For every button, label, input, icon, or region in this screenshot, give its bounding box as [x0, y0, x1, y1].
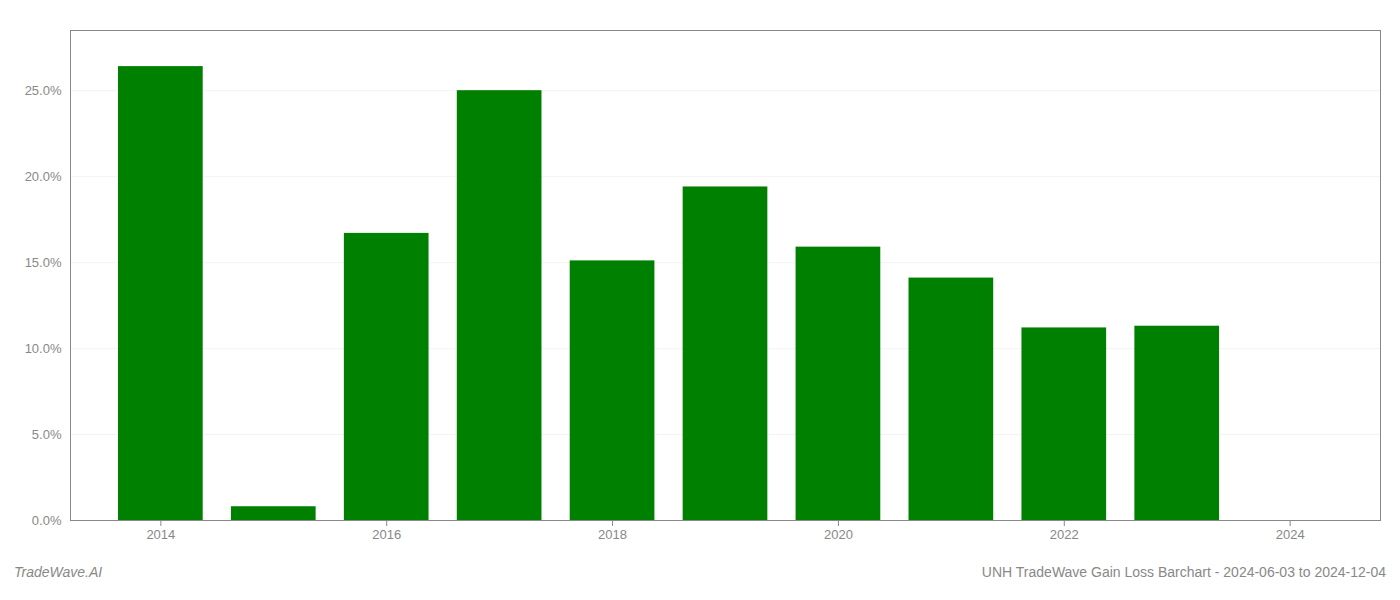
svg-text:0.0%: 0.0% [32, 513, 62, 528]
svg-text:2018: 2018 [598, 527, 627, 542]
svg-text:10.0%: 10.0% [25, 341, 62, 356]
svg-text:20.0%: 20.0% [25, 169, 62, 184]
svg-text:2014: 2014 [146, 527, 175, 542]
svg-text:2022: 2022 [1050, 527, 1079, 542]
html-text:TradeWave.AI: TradeWave.AI [14, 564, 103, 580]
svg-text:2016: 2016 [372, 527, 401, 542]
svg-text:5.0%: 5.0% [32, 427, 62, 442]
svg-text:25.0%: 25.0% [25, 83, 62, 98]
svg-text:2024: 2024 [1276, 527, 1305, 542]
svg-text:15.0%: 15.0% [25, 255, 62, 270]
html-text:UNH TradeWave Gain Loss Barcha: UNH TradeWave Gain Loss Barchart - 2024-… [981, 564, 1386, 580]
svg-text:2020: 2020 [824, 527, 853, 542]
